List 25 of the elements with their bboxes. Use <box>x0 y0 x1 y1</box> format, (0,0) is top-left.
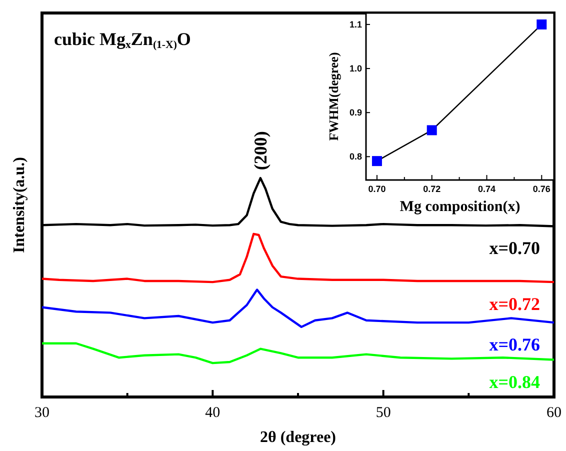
series-label: x=0.72 <box>489 294 540 314</box>
y-tick-label: 0.9 <box>349 108 362 118</box>
annotation: (200) <box>250 131 270 170</box>
y-axis-title: Intensity(a.u.) <box>11 156 28 254</box>
x-axis-title: 2θ (degree) <box>260 429 336 446</box>
x-tick-label: 40 <box>205 405 220 421</box>
y-tick-label: 1.1 <box>349 19 362 30</box>
chart-title: cubic Mg$_{x}$Zn$_{(1-X)}$O <box>54 29 191 51</box>
x-tick-label: 0.74 <box>478 184 496 194</box>
y-tick-label: 1.0 <box>349 64 362 74</box>
point <box>536 19 547 30</box>
point <box>426 125 437 136</box>
x-tick-label: 0.70 <box>368 184 386 194</box>
y-axis-title: FWHM(degree) <box>326 52 341 141</box>
x-axis-title: Mg composition(x) <box>400 199 520 215</box>
series-label: x=0.70 <box>489 238 540 258</box>
series-label: x=0.76 <box>489 334 540 355</box>
series-label: x=0.84 <box>489 372 540 392</box>
x-tick-label: 30 <box>34 405 50 421</box>
y-tick-label: 0.8 <box>349 152 362 162</box>
x-tick-label: 0.76 <box>532 184 550 194</box>
x-tick-label: 50 <box>376 405 391 421</box>
x-tick-label: 60 <box>546 405 562 421</box>
point <box>372 156 382 166</box>
x-tick-label: 0.72 <box>423 184 441 194</box>
